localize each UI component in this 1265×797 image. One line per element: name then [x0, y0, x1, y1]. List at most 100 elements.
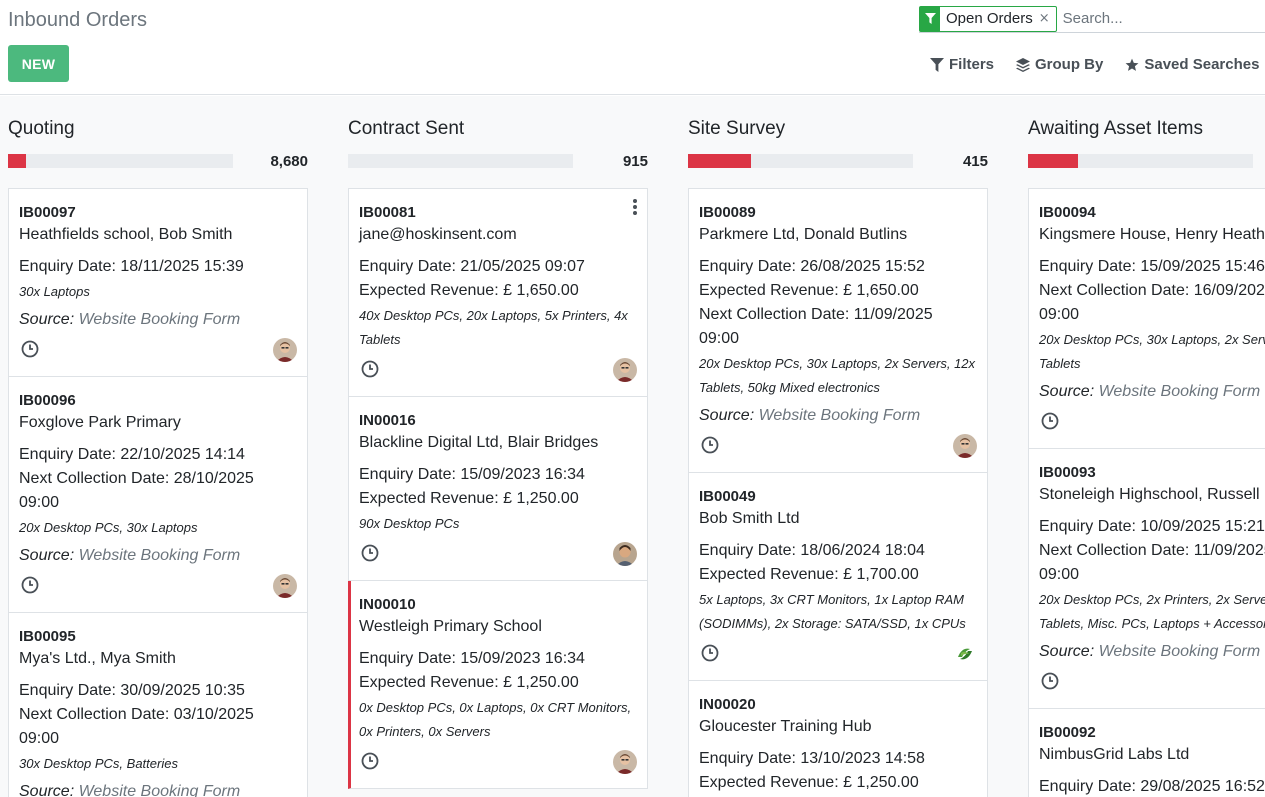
activity-clock-icon[interactable]: [701, 644, 719, 662]
column-progress-bar[interactable]: [688, 154, 913, 168]
page-title: Inbound Orders: [8, 9, 147, 31]
facet-remove-icon[interactable]: ×: [1038, 11, 1050, 26]
new-button[interactable]: NEW: [8, 45, 69, 82]
card-collection-date: Next Collection Date: 16/09/2025 09:00: [1039, 282, 1265, 323]
card-customer: Foxglove Park Primary: [19, 414, 181, 431]
kanban-card[interactable]: IB00095 Mya's Ltd., Mya Smith Enquiry Da…: [8, 613, 308, 797]
search-input[interactable]: [1062, 10, 1253, 27]
column-count: 915: [622, 153, 648, 170]
card-enquiry-date: Enquiry Date: 15/09/2025 15:46: [1039, 258, 1265, 275]
avatar[interactable]: [273, 574, 297, 598]
card-enquiry-date: Enquiry Date: 15/09/2023 16:34: [359, 650, 585, 667]
activity-clock-icon[interactable]: [361, 360, 379, 378]
card-items: 20x Desktop PCs, 30x Laptops: [19, 520, 198, 535]
activity-clock-icon[interactable]: [361, 544, 379, 562]
kanban-card[interactable]: IB00093 Stoneleigh Highschool, Russell B…: [1028, 449, 1265, 709]
group-by-label: Group By: [1035, 56, 1104, 73]
star-icon: [1125, 58, 1139, 71]
card-reference: IN00020: [699, 696, 756, 713]
activity-clock-icon[interactable]: [21, 340, 39, 358]
avatar[interactable]: [273, 338, 297, 362]
card-items: 40x Desktop PCs, 20x Laptops, 5x Printer…: [359, 308, 628, 347]
card-collection-date: Next Collection Date: 11/09/2025 09:00: [1039, 542, 1265, 583]
card-reference: IB00081: [359, 204, 416, 221]
avatar[interactable]: [953, 434, 977, 458]
column-progress-bar[interactable]: [348, 154, 573, 168]
kanban-card[interactable]: IB00049 Bob Smith Ltd Enquiry Date: 18/0…: [688, 473, 988, 681]
card-collection-date: Next Collection Date: 03/10/2025 09:00: [19, 706, 254, 747]
activity-clock-icon[interactable]: [701, 436, 719, 454]
card-customer: Blackline Digital Ltd, Blair Bridges: [359, 434, 599, 451]
kanban-card[interactable]: IB00092 NimbusGrid Labs Ltd Enquiry Date…: [1028, 709, 1265, 797]
activity-clock-icon[interactable]: [21, 576, 39, 594]
kanban-card[interactable]: IN00020 Gloucester Training Hub Enquiry …: [688, 681, 988, 797]
column-title[interactable]: Quoting: [8, 118, 75, 139]
card-customer: Heathfields school, Bob Smith: [19, 226, 233, 243]
search-facet: Open Orders ×: [919, 5, 1057, 32]
kanban-card[interactable]: IN00010 Westleigh Primary School Enquiry…: [348, 581, 648, 789]
company-logo-icon[interactable]: [953, 642, 977, 666]
column-title[interactable]: Site Survey: [688, 118, 786, 139]
card-enquiry-date: Enquiry Date: 30/09/2025 10:35: [19, 682, 245, 699]
card-customer: Bob Smith Ltd: [699, 510, 800, 527]
card-reference: IB00095: [19, 628, 76, 645]
card-items: 20x Desktop PCs, 30x Laptops, 2x Servers…: [1039, 332, 1265, 371]
card-reference: IB00097: [19, 204, 76, 221]
kanban-board: Quoting 8,680 IB00097 Heathfields school…: [0, 96, 1265, 797]
column-title[interactable]: Awaiting Asset Items: [1028, 118, 1203, 139]
card-reference: IB00096: [19, 392, 76, 409]
saved-searches-label: Saved Searches: [1144, 56, 1260, 73]
kanban-card[interactable]: IB00089 Parkmere Ltd, Donald Butlins Enq…: [688, 188, 988, 473]
card-expected-revenue: Expected Revenue: £ 1,250.00: [699, 774, 919, 791]
card-reference: IB00089: [699, 204, 756, 221]
column-progress-bar[interactable]: [8, 154, 233, 168]
avatar[interactable]: [613, 358, 637, 382]
activity-clock-icon[interactable]: [1041, 412, 1059, 430]
card-customer: Mya's Ltd., Mya Smith: [19, 650, 176, 667]
card-items: 20x Desktop PCs, 2x Printers, 2x Servers…: [1039, 592, 1265, 631]
card-source: Source: Website Booking Form: [699, 407, 921, 424]
filter-icon: [930, 57, 944, 72]
card-menu-icon[interactable]: [633, 199, 637, 217]
kanban-card[interactable]: IB00094 Kingsmere House, Henry Heath Enq…: [1028, 188, 1265, 449]
card-reference: IN00016: [359, 412, 416, 429]
card-reference: IB00092: [1039, 724, 1096, 741]
card-expected-revenue: Expected Revenue: £ 1,650.00: [359, 282, 579, 299]
saved-searches-button[interactable]: Saved Searches: [1125, 56, 1259, 73]
card-enquiry-date: Enquiry Date: 21/05/2025 09:07: [359, 258, 585, 275]
facet-label: Open Orders: [946, 10, 1033, 27]
card-items: 20x Desktop PCs, 30x Laptops, 2x Servers…: [699, 356, 976, 395]
card-source: Source: Website Booking Form: [19, 311, 241, 328]
card-reference: IB00093: [1039, 464, 1096, 481]
card-source: Source: Website Booking Form: [1039, 643, 1261, 660]
avatar[interactable]: [613, 750, 637, 774]
card-enquiry-date: Enquiry Date: 26/08/2025 15:52: [699, 258, 925, 275]
card-items: 5x Laptops, 3x CRT Monitors, 1x Laptop R…: [699, 592, 966, 631]
column-title[interactable]: Contract Sent: [348, 118, 465, 139]
activity-clock-icon[interactable]: [1041, 672, 1059, 690]
avatar[interactable]: [613, 542, 637, 566]
card-source: Source: Website Booking Form: [19, 547, 241, 564]
card-collection-date: Next Collection Date: 11/09/2025 09:00: [699, 306, 933, 347]
kanban-card[interactable]: IB00096 Foxglove Park Primary Enquiry Da…: [8, 377, 308, 613]
activity-clock-icon[interactable]: [361, 752, 379, 770]
card-enquiry-date: Enquiry Date: 18/11/2025 15:39: [19, 258, 244, 275]
kanban-card[interactable]: IB00081 jane@hoskinsent.com Enquiry Date…: [348, 188, 648, 397]
card-items: 0x Desktop PCs, 0x Laptops, 0x CRT Monit…: [359, 700, 632, 739]
group-by-button[interactable]: Group By: [1016, 56, 1103, 73]
card-customer: jane@hoskinsent.com: [359, 226, 517, 243]
search-bar: Open Orders ×: [919, 5, 1265, 33]
filters-button[interactable]: Filters: [930, 56, 994, 73]
card-source: Source: Website Booking Form: [1039, 383, 1261, 400]
card-reference: IN00010: [359, 596, 416, 613]
column-progress-bar[interactable]: [1028, 154, 1253, 168]
card-customer: Westleigh Primary School: [359, 618, 542, 635]
card-enquiry-date: Enquiry Date: 29/08/2025 16:52: [1039, 778, 1265, 795]
card-expected-revenue: Expected Revenue: £ 1,650.00: [699, 282, 919, 299]
card-source: Source: Website Booking Form: [19, 783, 241, 797]
kanban-card[interactable]: IN00016 Blackline Digital Ltd, Blair Bri…: [348, 397, 648, 581]
card-reference: IB00049: [699, 488, 756, 505]
kanban-card[interactable]: IB00097 Heathfields school, Bob Smith En…: [8, 188, 308, 377]
card-enquiry-date: Enquiry Date: 18/06/2024 18:04: [699, 542, 925, 559]
card-customer: NimbusGrid Labs Ltd: [1039, 746, 1190, 763]
